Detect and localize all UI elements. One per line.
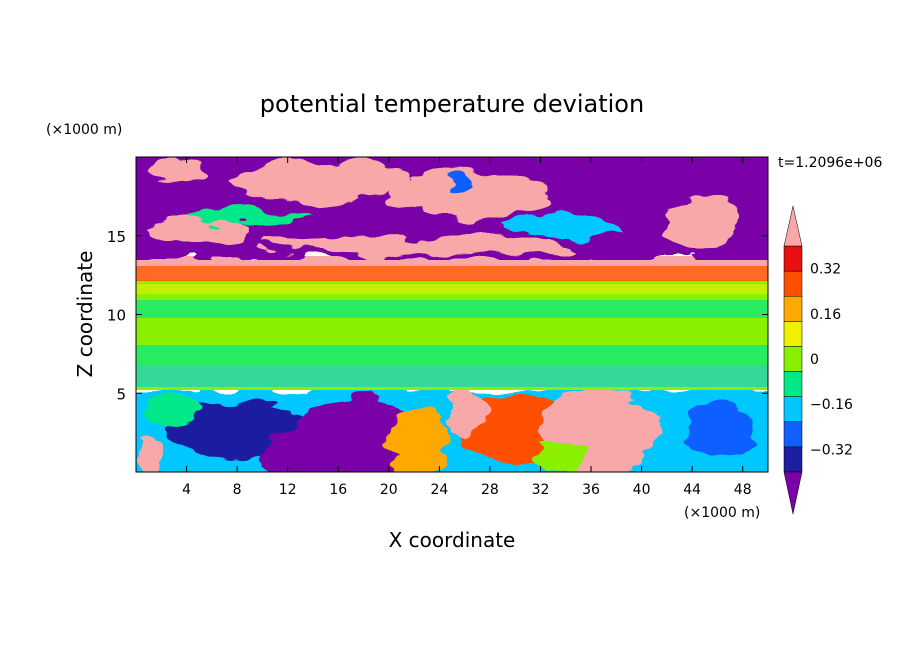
x-tick-label: 48 <box>734 482 752 498</box>
colorbar-tick-label: −0.16 <box>810 397 853 413</box>
colorbar-segment <box>783 295 803 322</box>
colorbar-segment <box>783 396 803 423</box>
colorbar-upper-extend <box>783 205 803 247</box>
lower-layer <box>136 385 768 472</box>
upper-layer <box>136 157 768 260</box>
colorbar-tick-label: −0.32 <box>810 442 853 458</box>
y-tick-label: 15 <box>107 228 126 246</box>
colorbar-segment <box>783 245 803 272</box>
colorbar-segment <box>783 321 803 347</box>
colorbar-segment <box>783 371 803 397</box>
plot-area <box>136 157 768 472</box>
y-axis-label: Z coordinate <box>73 251 97 378</box>
x-tick-label: 4 <box>182 482 191 498</box>
x-tick-label: 40 <box>633 482 651 498</box>
colorbar-lower-extend <box>783 471 803 515</box>
colorbar-tick-label: 0.32 <box>810 262 841 278</box>
colorbar-segment <box>783 446 803 473</box>
time-label: t=1.2096e+06 <box>778 155 882 171</box>
colorbar-segment <box>783 421 803 448</box>
x-axis: 4 8 12 16 20 24 28 32 36 40 44 48 <box>182 157 752 498</box>
y-unit-label: (×1000 m) <box>46 122 122 138</box>
x-tick-label: 36 <box>582 482 600 498</box>
x-unit-label: (×1000 m) <box>684 505 760 521</box>
x-tick-label: 24 <box>430 482 448 498</box>
x-tick-label: 28 <box>481 482 499 498</box>
chart-title: potential temperature deviation <box>260 90 644 118</box>
x-tick-label: 12 <box>279 482 297 498</box>
colorbar-segment <box>783 346 803 372</box>
y-tick-label: 10 <box>107 307 126 325</box>
y-axis: 5 10 15 <box>107 228 768 403</box>
x-tick-label: 16 <box>329 482 347 498</box>
x-tick-label: 32 <box>532 482 550 498</box>
x-tick-label: 44 <box>683 482 701 498</box>
middle-layer <box>136 256 768 390</box>
x-axis-label: X coordinate <box>389 528 516 552</box>
y-tick-label: 5 <box>116 385 126 403</box>
x-tick-label: 8 <box>233 482 242 498</box>
colorbar-tick-label: 0 <box>810 352 819 368</box>
colorbar-segment <box>783 270 803 297</box>
colorbar-tick-label: 0.16 <box>810 307 841 323</box>
x-tick-label: 20 <box>380 482 398 498</box>
colorbar: 0.32 0.16 0 −0.16 −0.32 <box>783 205 853 515</box>
